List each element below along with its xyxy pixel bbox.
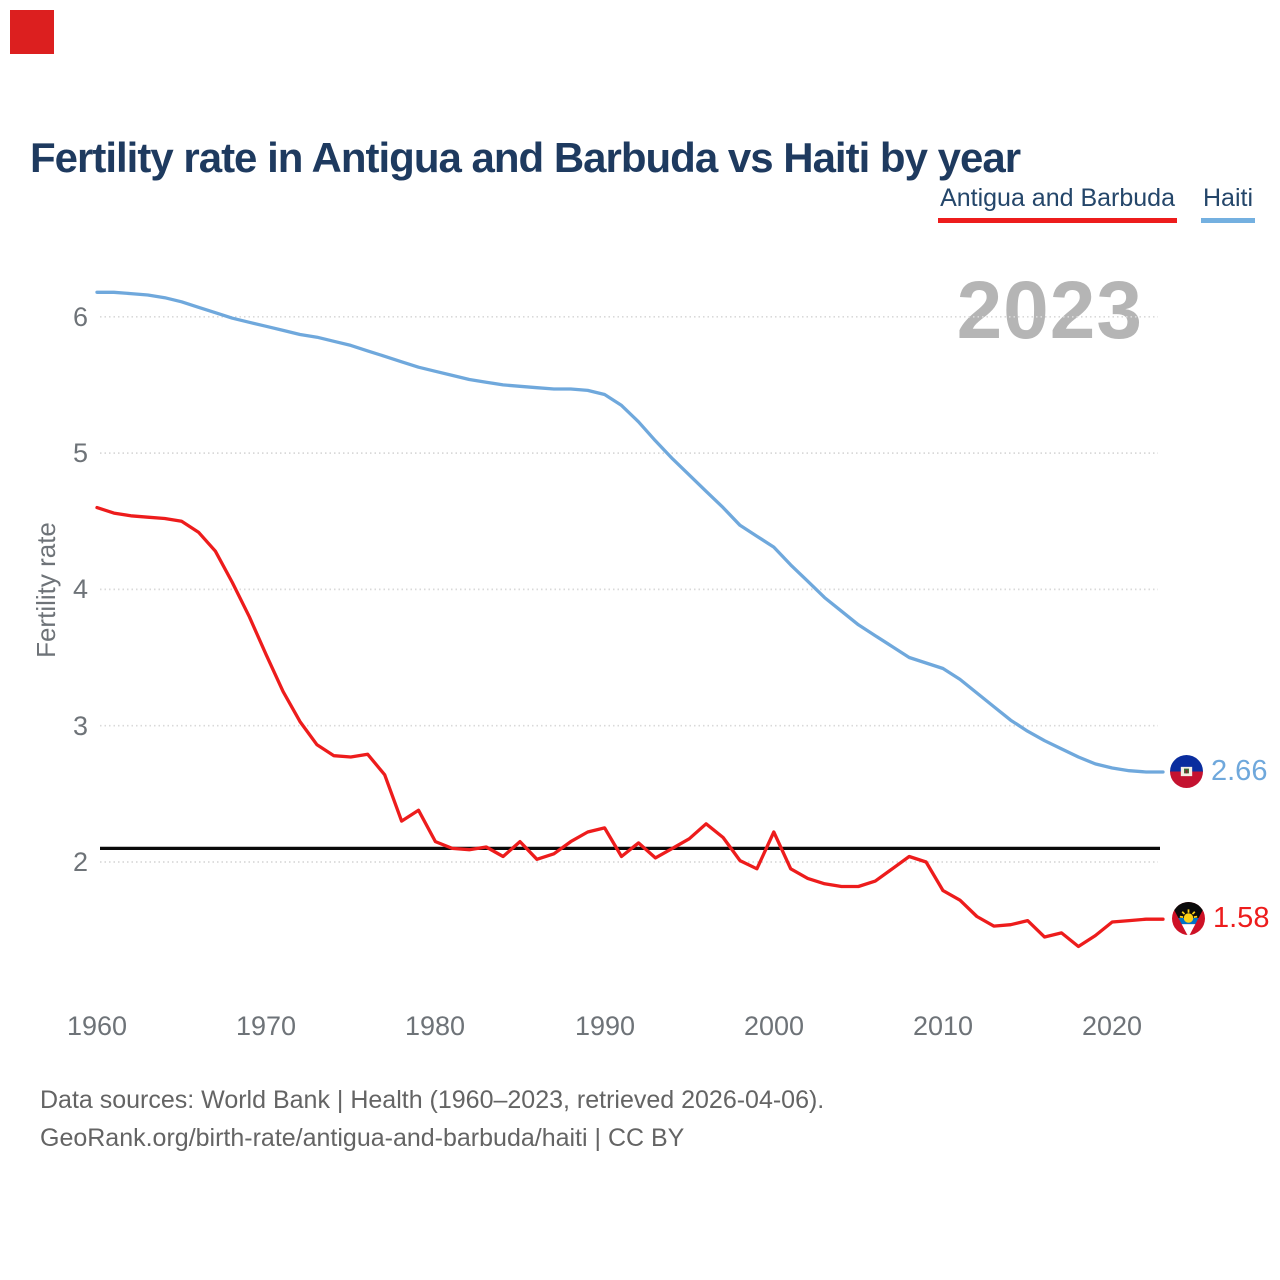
antigua-and-barbuda-flag-icon	[1172, 902, 1205, 935]
y-tick-2: 2	[72, 847, 88, 877]
y-tick-6: 6	[72, 302, 88, 332]
x-tick-1990: 1990	[574, 1011, 636, 1041]
x-tick-1970: 1970	[235, 1011, 297, 1041]
legend: Antigua and Barbuda Haiti	[938, 184, 1255, 223]
year-watermark: 2023	[956, 265, 1143, 356]
series-line-antigua-and-barbuda	[95, 505, 1165, 949]
antigua-end-value: 1.58	[1213, 902, 1270, 934]
y-tick-4: 4	[72, 574, 88, 604]
haiti-end-value: 2.66	[1211, 755, 1268, 787]
legend-item-antigua-and-barbuda[interactable]: Antigua and Barbuda	[938, 184, 1177, 223]
y-tick-3: 3	[72, 711, 88, 741]
corner-marker	[10, 10, 54, 54]
x-tick-2020: 2020	[1081, 1011, 1143, 1041]
series-line-haiti	[95, 290, 1165, 774]
antigua-end-label: 1.58	[1172, 902, 1269, 935]
x-tick-2010: 2010	[912, 1011, 974, 1041]
footer-sources: Data sources: World Bank | Health (1960–…	[40, 1086, 825, 1114]
x-tick-1960: 1960	[66, 1011, 128, 1041]
x-tick-2000: 2000	[743, 1011, 805, 1041]
legend-item-haiti[interactable]: Haiti	[1200, 184, 1255, 223]
haiti-flag-icon	[1170, 755, 1203, 788]
haiti-end-label: 2.66	[1170, 755, 1267, 788]
footer-attribution-link[interactable]: GeoRank.org/birth-rate/antigua-and-barbu…	[40, 1124, 685, 1152]
x-tick-1980: 1980	[404, 1011, 466, 1041]
page-title: Fertility rate in Antigua and Barbuda vs…	[30, 134, 1021, 182]
y-tick-5: 5	[72, 438, 88, 468]
